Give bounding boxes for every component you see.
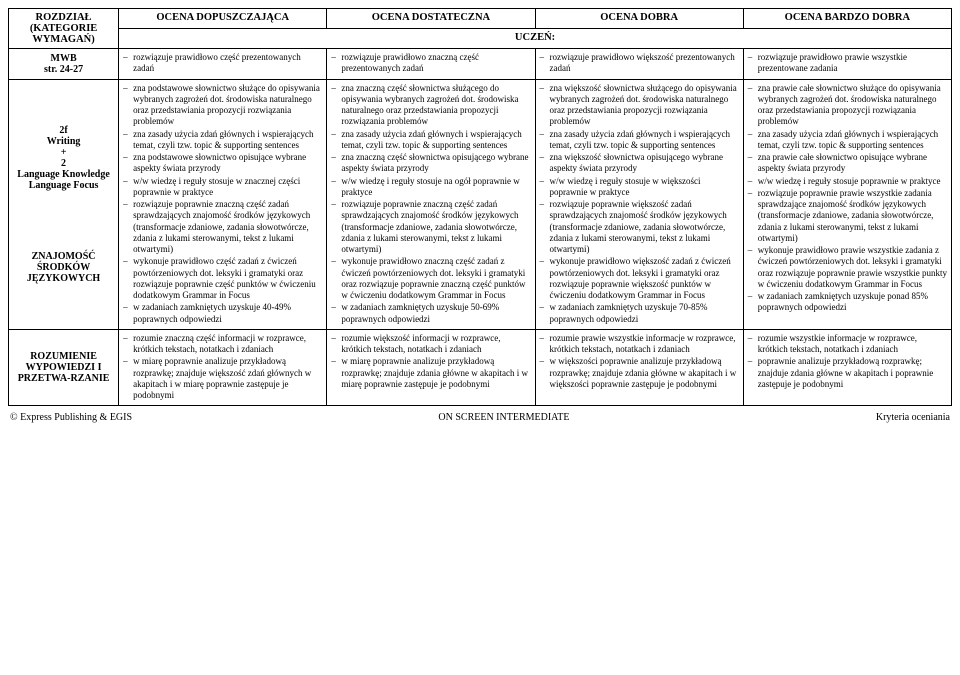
list-item: w większości poprawnie analizuje przykła… — [540, 356, 739, 390]
list-item: wykonuje prawidłowo prawie wszystkie zad… — [748, 245, 947, 290]
list-item: rozwiązuje poprawnie większość zadań spr… — [540, 199, 739, 255]
footer-left: © Express Publishing & EGIS — [10, 412, 132, 423]
mwb-line2: str. 24-27 — [13, 64, 114, 75]
list-item: wykonuje prawidłowo znaczną część zadań … — [331, 256, 530, 301]
list-item: wykonuje prawidłowo część zadań z ćwicze… — [123, 256, 322, 301]
rozdzial-line1: ROZDZIAŁ — [13, 12, 114, 23]
r3c1: rozumie znaczną część informacji w rozpr… — [119, 329, 327, 406]
footer-center: ON SCREEN INTERMEDIATE — [438, 412, 569, 423]
row-znajomosc-label: 2f Writing + 2 Language Knowledge Langua… — [9, 79, 119, 329]
r2-ld: 2 — [13, 158, 114, 169]
r3c4: rozumie wszystkie informacje w rozprawce… — [743, 329, 951, 406]
list-item: w/w wiedzę i reguły stosuje na ogół popr… — [331, 176, 530, 199]
list-item: rozumie wszystkie informacje w rozprawce… — [748, 333, 947, 356]
row-rozumienie: ROZUMIENIE WYPOWIEDZI I PRZETWA-RZANIE r… — [9, 329, 952, 406]
footer-right: Kryteria oceniania — [876, 412, 950, 423]
footer: © Express Publishing & EGIS ON SCREEN IN… — [8, 412, 952, 423]
list-item: zna większość słownictwa służącego do op… — [540, 83, 739, 128]
r2-lb: Writing — [13, 136, 114, 147]
col-header-bardzo-dobra: OCENA BARDZO DOBRA — [743, 9, 951, 29]
list-item: zna zasady użycia zdań głównych i wspier… — [540, 129, 739, 152]
r1c4: rozwiązuje prawidłowo prawie wszystkie p… — [743, 49, 951, 80]
uczen-label: UCZEŃ: — [119, 29, 952, 49]
list-item: w/w wiedzę i reguły stosuje poprawnie w … — [748, 176, 947, 187]
list-item: rozumie znaczną część informacji w rozpr… — [123, 333, 322, 356]
r2-le: Language Knowledge Language Focus — [13, 169, 114, 191]
list-item: w zadaniach zamkniętych uzyskuje 50-69% … — [331, 302, 530, 325]
col-header-dobra: OCENA DOBRA — [535, 9, 743, 29]
r2-lc: + — [13, 147, 114, 158]
row-mwb-label: MWB str. 24-27 — [9, 49, 119, 80]
row-rozumienie-label: ROZUMIENIE WYPOWIEDZI I PRZETWA-RZANIE — [9, 329, 119, 406]
uczen-row: UCZEŃ: — [9, 29, 952, 49]
list-item: zna prawie całe słownictwo służące do op… — [748, 83, 947, 128]
row-znajomosc: 2f Writing + 2 Language Knowledge Langua… — [9, 79, 952, 329]
header-row: ROZDZIAŁ (KATEGORIE WYMAGAŃ) OCENA DOPUS… — [9, 9, 952, 29]
list-item: w zadaniach zamkniętych uzyskuje 40-49% … — [123, 302, 322, 325]
assessment-table: ROZDZIAŁ (KATEGORIE WYMAGAŃ) OCENA DOPUS… — [8, 8, 952, 406]
list-item: zna większość słownictwa opisującego wyb… — [540, 152, 739, 175]
r2c1: zna podstawowe słownictwo służące do opi… — [119, 79, 327, 329]
list-item: rozwiązuje poprawnie prawie wszystkie za… — [748, 188, 947, 244]
r1c3: rozwiązuje prawidłowo większość prezento… — [535, 49, 743, 80]
list-item: zna zasady użycia zdań głównych i wspier… — [331, 129, 530, 152]
r3c2: rozumie większość informacji w rozprawce… — [327, 329, 535, 406]
list-item: w/w wiedzę i reguły stosuje w znacznej c… — [123, 176, 322, 199]
list-item: rozumie prawie wszystkie informacje w ro… — [540, 333, 739, 356]
list-item: zna znaczną część słownictwa służącego d… — [331, 83, 530, 128]
list-item: w miarę poprawnie analizuje przykładową … — [123, 356, 322, 401]
r1c2: rozwiązuje prawidłowo znaczną część prez… — [327, 49, 535, 80]
rozdzial-line2: (KATEGORIE WYMAGAŃ) — [13, 23, 114, 45]
list-item: wykonuje prawidłowo większość zadań z ćw… — [540, 256, 739, 301]
r3c3: rozumie prawie wszystkie informacje w ro… — [535, 329, 743, 406]
col-header-dostateczna: OCENA DOSTATECZNA — [327, 9, 535, 29]
list-item: zna podstawowe słownictwo opisujące wybr… — [123, 152, 322, 175]
list-item: zna zasady użycia zdań głównych i wspier… — [748, 129, 947, 152]
list-item: w miarę poprawnie analizuje przykładową … — [331, 356, 530, 390]
list-item: rozwiązuje poprawnie znaczną część zadań… — [331, 199, 530, 255]
list-item: rozwiązuje prawidłowo znaczną część prez… — [331, 52, 530, 75]
list-item: rozwiązuje poprawnie znaczną część zadań… — [123, 199, 322, 255]
r2c3: zna większość słownictwa służącego do op… — [535, 79, 743, 329]
list-item: rozumie większość informacji w rozprawce… — [331, 333, 530, 356]
list-item: rozwiązuje prawidłowo prawie wszystkie p… — [748, 52, 947, 75]
r2-la: 2f — [13, 125, 114, 136]
r2c2: zna znaczną część słownictwa służącego d… — [327, 79, 535, 329]
list-item: rozwiązuje prawidłowo część prezentowany… — [123, 52, 322, 75]
list-item: w zadaniach zamkniętych uzyskuje 70-85% … — [540, 302, 739, 325]
r2c4: zna prawie całe słownictwo służące do op… — [743, 79, 951, 329]
list-item: w zadaniach zamkniętych uzyskuje ponad 8… — [748, 291, 947, 314]
list-item: poprawnie analizuje przykładową rozprawk… — [748, 356, 947, 390]
list-item: zna zasady użycia zdań głównych i wspier… — [123, 129, 322, 152]
mwb-line1: MWB — [13, 53, 114, 64]
list-item: zna znaczną część słownictwa opisującego… — [331, 152, 530, 175]
list-item: zna prawie całe słownictwo opisujące wyb… — [748, 152, 947, 175]
list-item: zna podstawowe słownictwo służące do opi… — [123, 83, 322, 128]
list-item: w/w wiedzę i reguły stosuje w większości… — [540, 176, 739, 199]
col-header-dopuszczajaca: OCENA DOPUSZCZAJĄCA — [119, 9, 327, 29]
list-item: rozwiązuje prawidłowo większość prezento… — [540, 52, 739, 75]
col-header-rozdzial: ROZDZIAŁ (KATEGORIE WYMAGAŃ) — [9, 9, 119, 49]
row-mwb: MWB str. 24-27 rozwiązuje prawidłowo czę… — [9, 49, 952, 80]
r1c1: rozwiązuje prawidłowo część prezentowany… — [119, 49, 327, 80]
spacer — [13, 191, 114, 251]
r2-lf: ZNAJOMOŚĆ ŚRODKÓW JĘZYKOWYCH — [13, 251, 114, 284]
